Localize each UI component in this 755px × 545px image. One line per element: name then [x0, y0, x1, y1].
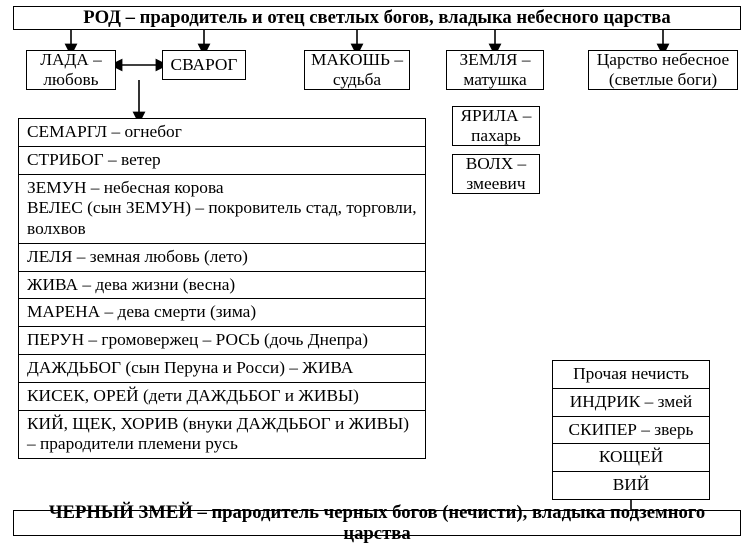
svarog-child-cell: ЗЕМУН – небесная короваВЕЛЕС (сын ЗЕМУН)… — [19, 174, 426, 243]
svarog-child-cell: СЕМАРГЛ – огнебог — [19, 119, 426, 147]
evil-cell: ВИЙ — [553, 472, 710, 500]
box-heaven: Царство небесное(светлые боги) — [588, 50, 738, 90]
evil-cell: КОЩЕЙ — [553, 444, 710, 472]
svarog-child-cell: СТРИБОГ – ветер — [19, 146, 426, 174]
svarog-child-cell: МАРЕНА – дева смерти (зима) — [19, 299, 426, 327]
evil-cell: Прочая нечисть — [553, 361, 710, 389]
svarog-child-cell: КИСЕК, ОРЕЙ (дети ДАЖДЬБОГ и ЖИВЫ) — [19, 382, 426, 410]
evil-cell: ИНДРИК – змей — [553, 388, 710, 416]
box-svarog: СВАРОГ — [162, 50, 246, 80]
box-lada: ЛАДА –любовь — [26, 50, 116, 90]
box-makosh: МАКОШЬ –судьба — [304, 50, 410, 90]
svarog-children-table: СЕМАРГЛ – огнебогСТРИБОГ – ветерЗЕМУН – … — [18, 118, 426, 459]
svarog-child-cell: КИЙ, ЩЕК, ХОРИВ (внуки ДАЖДЬБОГ и ЖИВЫ) … — [19, 410, 426, 459]
evil-list-table: Прочая нечистьИНДРИК – змейСКИПЕР – звер… — [552, 360, 710, 500]
box-zemlya: ЗЕМЛЯ –матушка — [446, 50, 544, 90]
bottom-header: ЧЕРНЫЙ ЗМЕЙ – прародитель черных богов (… — [13, 510, 741, 536]
evil-cell: СКИПЕР – зверь — [553, 416, 710, 444]
box-volkh: ВОЛХ –змеевич — [452, 154, 540, 194]
svarog-child-cell: ЖИВА – дева жизни (весна) — [19, 271, 426, 299]
top-header: РОД – прародитель и отец светлых богов, … — [13, 6, 741, 30]
svarog-child-cell: ЛЕЛЯ – земная любовь (лето) — [19, 243, 426, 271]
box-yarila: ЯРИЛА –пахарь — [452, 106, 540, 146]
svarog-child-cell: ПЕРУН – громовержец – РОСЬ (дочь Днепра) — [19, 327, 426, 355]
svarog-child-cell: ДАЖДЬБОГ (сын Перуна и Росси) – ЖИВА — [19, 355, 426, 383]
